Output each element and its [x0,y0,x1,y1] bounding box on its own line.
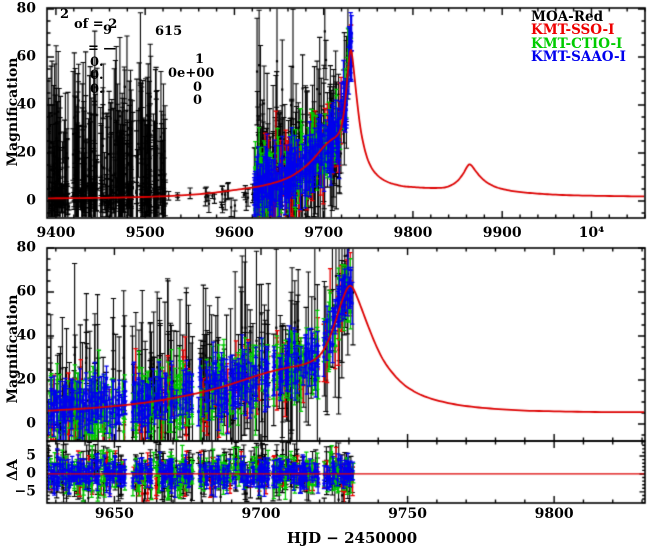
legend-item-kmt-saao-i: KMT-SAAO-I [531,49,626,66]
top-x-tick-label: 9600 [214,225,254,241]
zoom-y-tick-label: 60 [16,283,36,300]
zoom-y-tick-label: 20 [16,371,36,388]
top-x-tick-label: 9400 [36,225,76,241]
fit-text-fragment: 2 [60,7,70,22]
fit-text-fragment: of = 2 [74,17,118,32]
fit-text-fragment: 0. [90,82,104,97]
top-y-tick-label: 0 [26,192,36,209]
fit-text-fragment: 0. [90,68,104,83]
zoom-y-tick-label: 0 [26,415,36,432]
fit-text-fragment: = — [88,41,117,56]
top-x-tick-label: 10⁴ [578,225,605,241]
legend-item-moa-red: MOA-Red [531,9,604,25]
top-y-tick-label: 40 [16,96,36,113]
x-axis-label: HJD − 2450000 [286,529,418,547]
legend: MOA-Red KMT-SSO-I KMT-CTIO-I KMT-SAAO-I [531,9,626,66]
fit-text-fragment: 0e+00 [168,66,215,81]
top-x-tick-label: 9800 [393,225,433,241]
top-x-tick-label: 9500 [125,225,165,241]
residual-y-tick-label: 0 [26,465,36,482]
fit-text-fragment: 9 [103,23,113,38]
residual-y-tick-label: 5 [26,447,36,464]
zoom-x-tick-label: 9800 [534,506,574,522]
fit-text-fragment: 0 [193,80,203,95]
zoom-x-tick-label: 9700 [241,506,281,522]
legend-item-kmt-ctio-i: KMT-CTIO-I [531,35,623,52]
zoom-y-tick-label: 40 [16,327,36,344]
fit-text-fragment: 1 [195,52,205,67]
top-y-tick-label: 80 [16,0,36,17]
residual-y-tick-label: −5 [14,483,36,500]
zoom-x-tick-label: 9650 [94,506,134,522]
legend-item-kmt-sso-i: KMT-SSO-I [531,22,615,39]
zoom-y-tick-label: 80 [16,239,36,256]
fit-text-fragment: 0. [90,55,104,70]
top-x-tick-label: 9700 [304,225,344,241]
top-y-tick-label: 20 [16,144,36,161]
top-x-tick-label: 9900 [482,225,522,241]
top-y-tick-label: 60 [16,48,36,65]
fit-text-fragment: 0 [193,93,203,108]
zoom-x-tick-label: 9750 [388,506,428,522]
fit-text-fragment: 615 [155,24,183,39]
